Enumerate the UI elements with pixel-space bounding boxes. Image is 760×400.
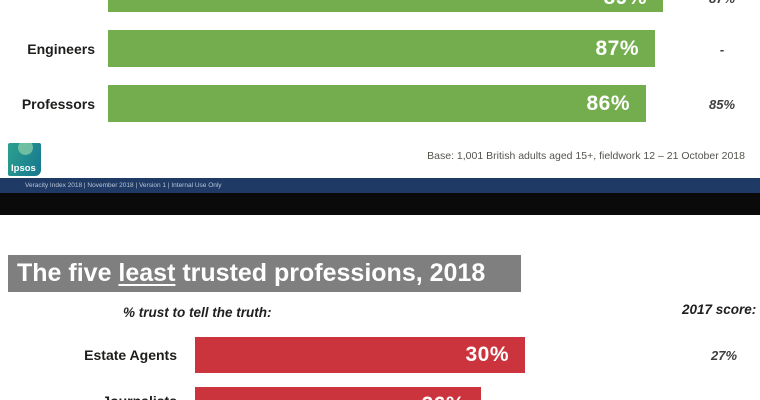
bar-professors: 86% <box>108 85 646 122</box>
row-label-professors: Professors <box>21 96 95 112</box>
bar-estate-agents: 30% <box>195 337 525 373</box>
axis-caption: % trust to tell the truth: <box>123 305 272 320</box>
row-label-estate-agents: Estate Agents <box>84 347 177 363</box>
bar-value-partial-bottom: 26% <box>421 393 465 400</box>
score-2017-partial-top-clip: 87% <box>687 0 757 5</box>
row-label-partial-bottom: Journalists <box>0 393 177 400</box>
score-2017-header: 2017 score: <box>682 302 757 317</box>
bar-value-engineers: 87% <box>595 37 639 60</box>
page-title-part-1: The five <box>17 259 119 287</box>
page-title: The five least trusted professions, 2018 <box>8 255 521 292</box>
bar-value-estate-agents: 30% <box>465 343 509 366</box>
score-2017-professors: 85% <box>708 97 736 112</box>
row-label-engineers: Engineers <box>27 41 95 57</box>
bar-engineers: 87% <box>108 30 655 67</box>
inter-slide-gap <box>0 193 760 215</box>
bar-value-partial-top: 89% <box>603 0 647 10</box>
slide-footer-strip: Veracity Index 2018 | November 2018 | Ve… <box>0 178 760 193</box>
score-2017-partial-top: 87% <box>687 0 757 5</box>
ipsos-logo-wordmark: Ipsos <box>11 163 36 174</box>
bar-partial-bottom-row: 26% <box>195 387 481 400</box>
page-title-part-3: trusted professions, 2018 <box>175 259 486 287</box>
score-2017-engineers: - <box>719 42 725 57</box>
bar-partial-top-row: 89% <box>108 0 663 12</box>
ipsos-logo: Ipsos <box>8 143 41 176</box>
bar-value-professors: 86% <box>586 92 630 115</box>
page-title-underlined-word: least <box>118 259 176 287</box>
score-2017-estate-agents: 27% <box>710 348 738 363</box>
base-note: Base: 1,001 British adults aged 15+, fie… <box>427 150 745 162</box>
ipsos-logo-swirl-icon <box>18 143 33 155</box>
slide-footer-text: Veracity Index 2018 | November 2018 | Ve… <box>25 182 222 189</box>
